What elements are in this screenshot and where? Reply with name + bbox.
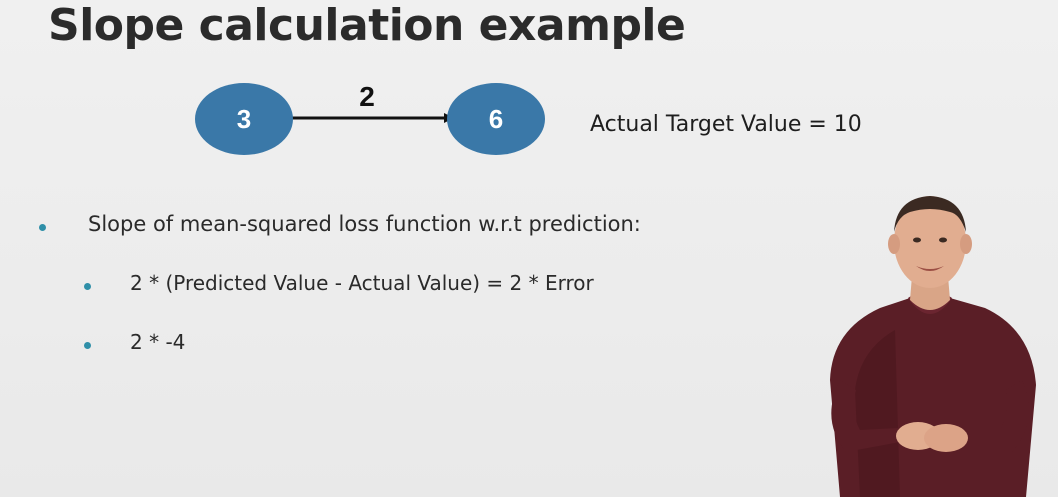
bullet-dot: [39, 224, 46, 231]
bullet-item: Slope of mean-squared loss function w.r.…: [39, 212, 641, 236]
bullet-text: Slope of mean-squared loss function w.r.…: [88, 212, 641, 236]
target-value-text: Actual Target Value = 10: [590, 112, 862, 137]
input-node-value: 3: [237, 104, 251, 134]
sub-bullet-item: 2 * -4: [84, 330, 186, 354]
bullet-text: 2 * (Predicted Value - Actual Value) = 2…: [130, 271, 594, 295]
output-node: [447, 83, 545, 155]
output-node-value: 6: [489, 104, 503, 134]
input-node: [195, 83, 293, 155]
slide-title: Slope calculation example: [48, 0, 686, 51]
bullet-dot: [84, 342, 91, 349]
bullet-text: 2 * -4: [130, 330, 186, 354]
bullet-dot: [84, 283, 91, 290]
presenter-image: [830, 196, 1036, 497]
sub-bullet-item: 2 * (Predicted Value - Actual Value) = 2…: [84, 271, 594, 295]
edge-weight: 2: [359, 81, 375, 112]
